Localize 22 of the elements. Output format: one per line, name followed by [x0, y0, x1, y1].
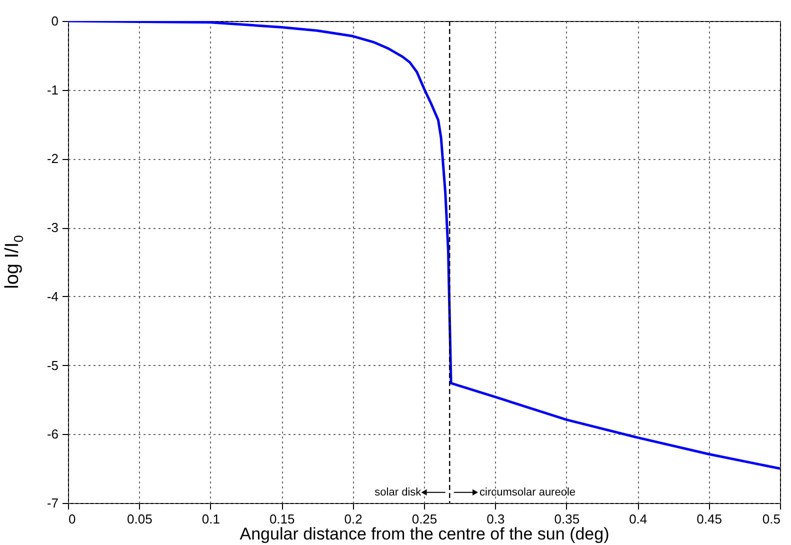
y-tick-label: -1	[46, 82, 58, 98]
x-tick-label: 0.2	[344, 512, 362, 526]
y-tick-label: -7	[46, 496, 58, 510]
x-tick-label: 0.05	[127, 512, 152, 526]
x-axis-title: Angular distance from the centre of the sun (deg)	[240, 524, 610, 544]
x-tick-label: 0.3	[486, 512, 505, 526]
y-tick-label: 0	[51, 14, 58, 28]
x-tick-label: 0.4	[629, 512, 648, 526]
y-tick-label: -2	[46, 151, 58, 166]
x-tick-label: 0	[68, 512, 76, 526]
x-tick-label: 0.1	[202, 512, 220, 526]
y-tick-label: -6	[46, 426, 58, 442]
y-tick-label: -5	[46, 358, 58, 373]
x-tick-label: 0.35	[554, 512, 580, 526]
annotation: solar disk	[374, 486, 422, 498]
y-tick-label: -4	[46, 288, 58, 304]
annotation: circumsolar aureole	[480, 486, 576, 498]
x-tick-label: 0.25	[412, 512, 438, 526]
x-tick-label: 0.5	[762, 512, 780, 526]
y-tick-label: -3	[46, 220, 58, 236]
x-tick-label: 0.45	[696, 512, 722, 526]
x-tick-label: 0.15	[269, 512, 295, 526]
